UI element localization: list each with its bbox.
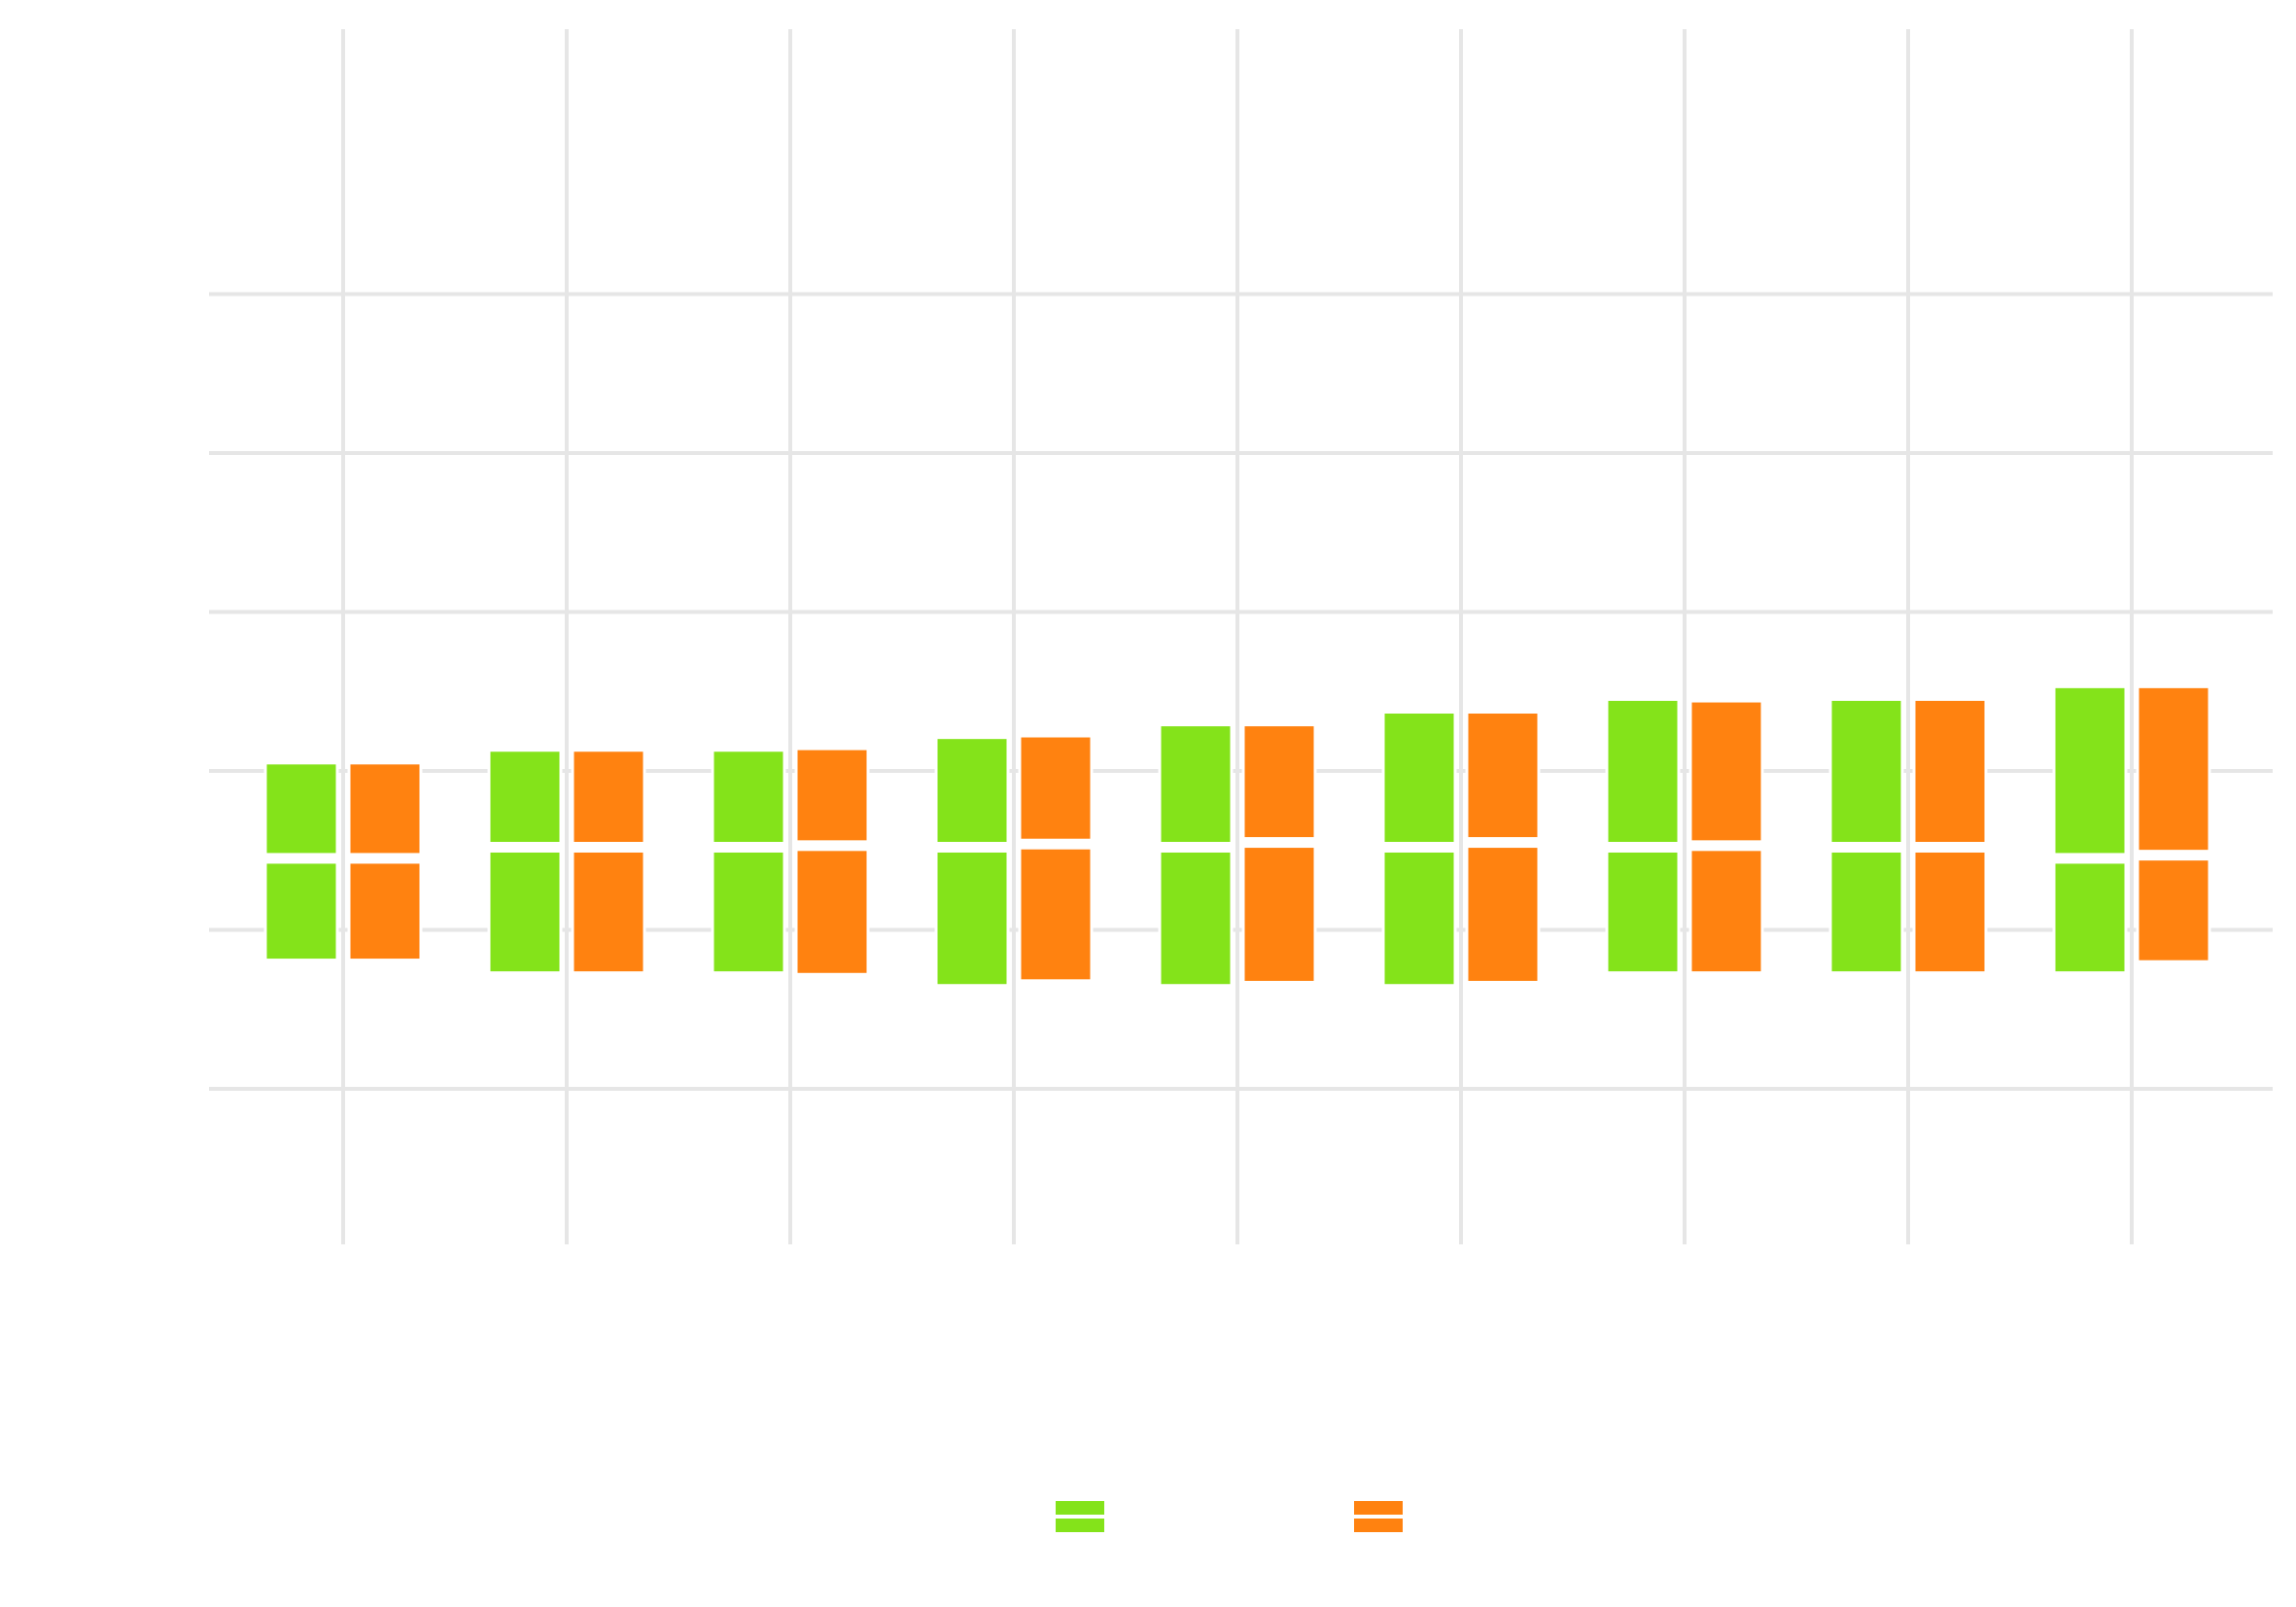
box-lower-segment: [1605, 849, 1681, 975]
box-upper-segment: [1912, 697, 1988, 845]
box-upper-segment: [487, 749, 563, 845]
box-lower-segment: [1158, 849, 1234, 988]
legend-key-upper: [1054, 1499, 1106, 1517]
box-lower-segment: [571, 849, 646, 975]
box-upper-segment: [1605, 697, 1681, 845]
box-lower-segment: [1018, 846, 1094, 983]
box-upper-segment: [1465, 711, 1541, 841]
box-lower-segment: [1688, 848, 1764, 975]
legend: [1054, 1499, 1405, 1534]
legend-key-upper: [1352, 1499, 1405, 1517]
box-lower-segment: [711, 849, 786, 975]
plot-boxes: [263, 684, 2211, 988]
box-lower-segment: [347, 860, 423, 962]
box-lower-segment: [1912, 849, 1988, 975]
grid: [209, 29, 2273, 1244]
box-lower-segment: [1381, 849, 1457, 988]
box-upper-segment: [571, 749, 646, 845]
box-lower-segment: [2136, 857, 2211, 963]
box-lower-segment: [2052, 860, 2128, 975]
box-upper-segment: [794, 747, 870, 844]
box-upper-segment: [1688, 699, 1764, 844]
box-lower-segment: [794, 848, 870, 976]
box-upper-segment: [347, 761, 423, 856]
box-lower-segment: [1465, 845, 1541, 984]
legend-key-lower: [1054, 1517, 1106, 1534]
box-lower-segment: [1241, 845, 1317, 984]
box-upper-segment: [1241, 723, 1317, 841]
box-lower-segment: [487, 849, 563, 975]
box-upper-segment: [2052, 684, 2128, 856]
box-upper-segment: [1158, 723, 1234, 845]
box-lower-segment: [934, 849, 1010, 988]
box-upper-segment: [711, 749, 786, 845]
box-upper-segment: [263, 761, 339, 856]
box-upper-segment: [1381, 711, 1457, 845]
box-upper-segment: [1018, 734, 1094, 842]
box-lower-segment: [1828, 849, 1904, 975]
legend-key-lower: [1352, 1517, 1405, 1534]
box-upper-segment: [934, 736, 1010, 845]
box-upper-segment: [1828, 697, 1904, 845]
box-upper-segment: [2136, 684, 2211, 854]
box-lower-segment: [263, 860, 339, 962]
